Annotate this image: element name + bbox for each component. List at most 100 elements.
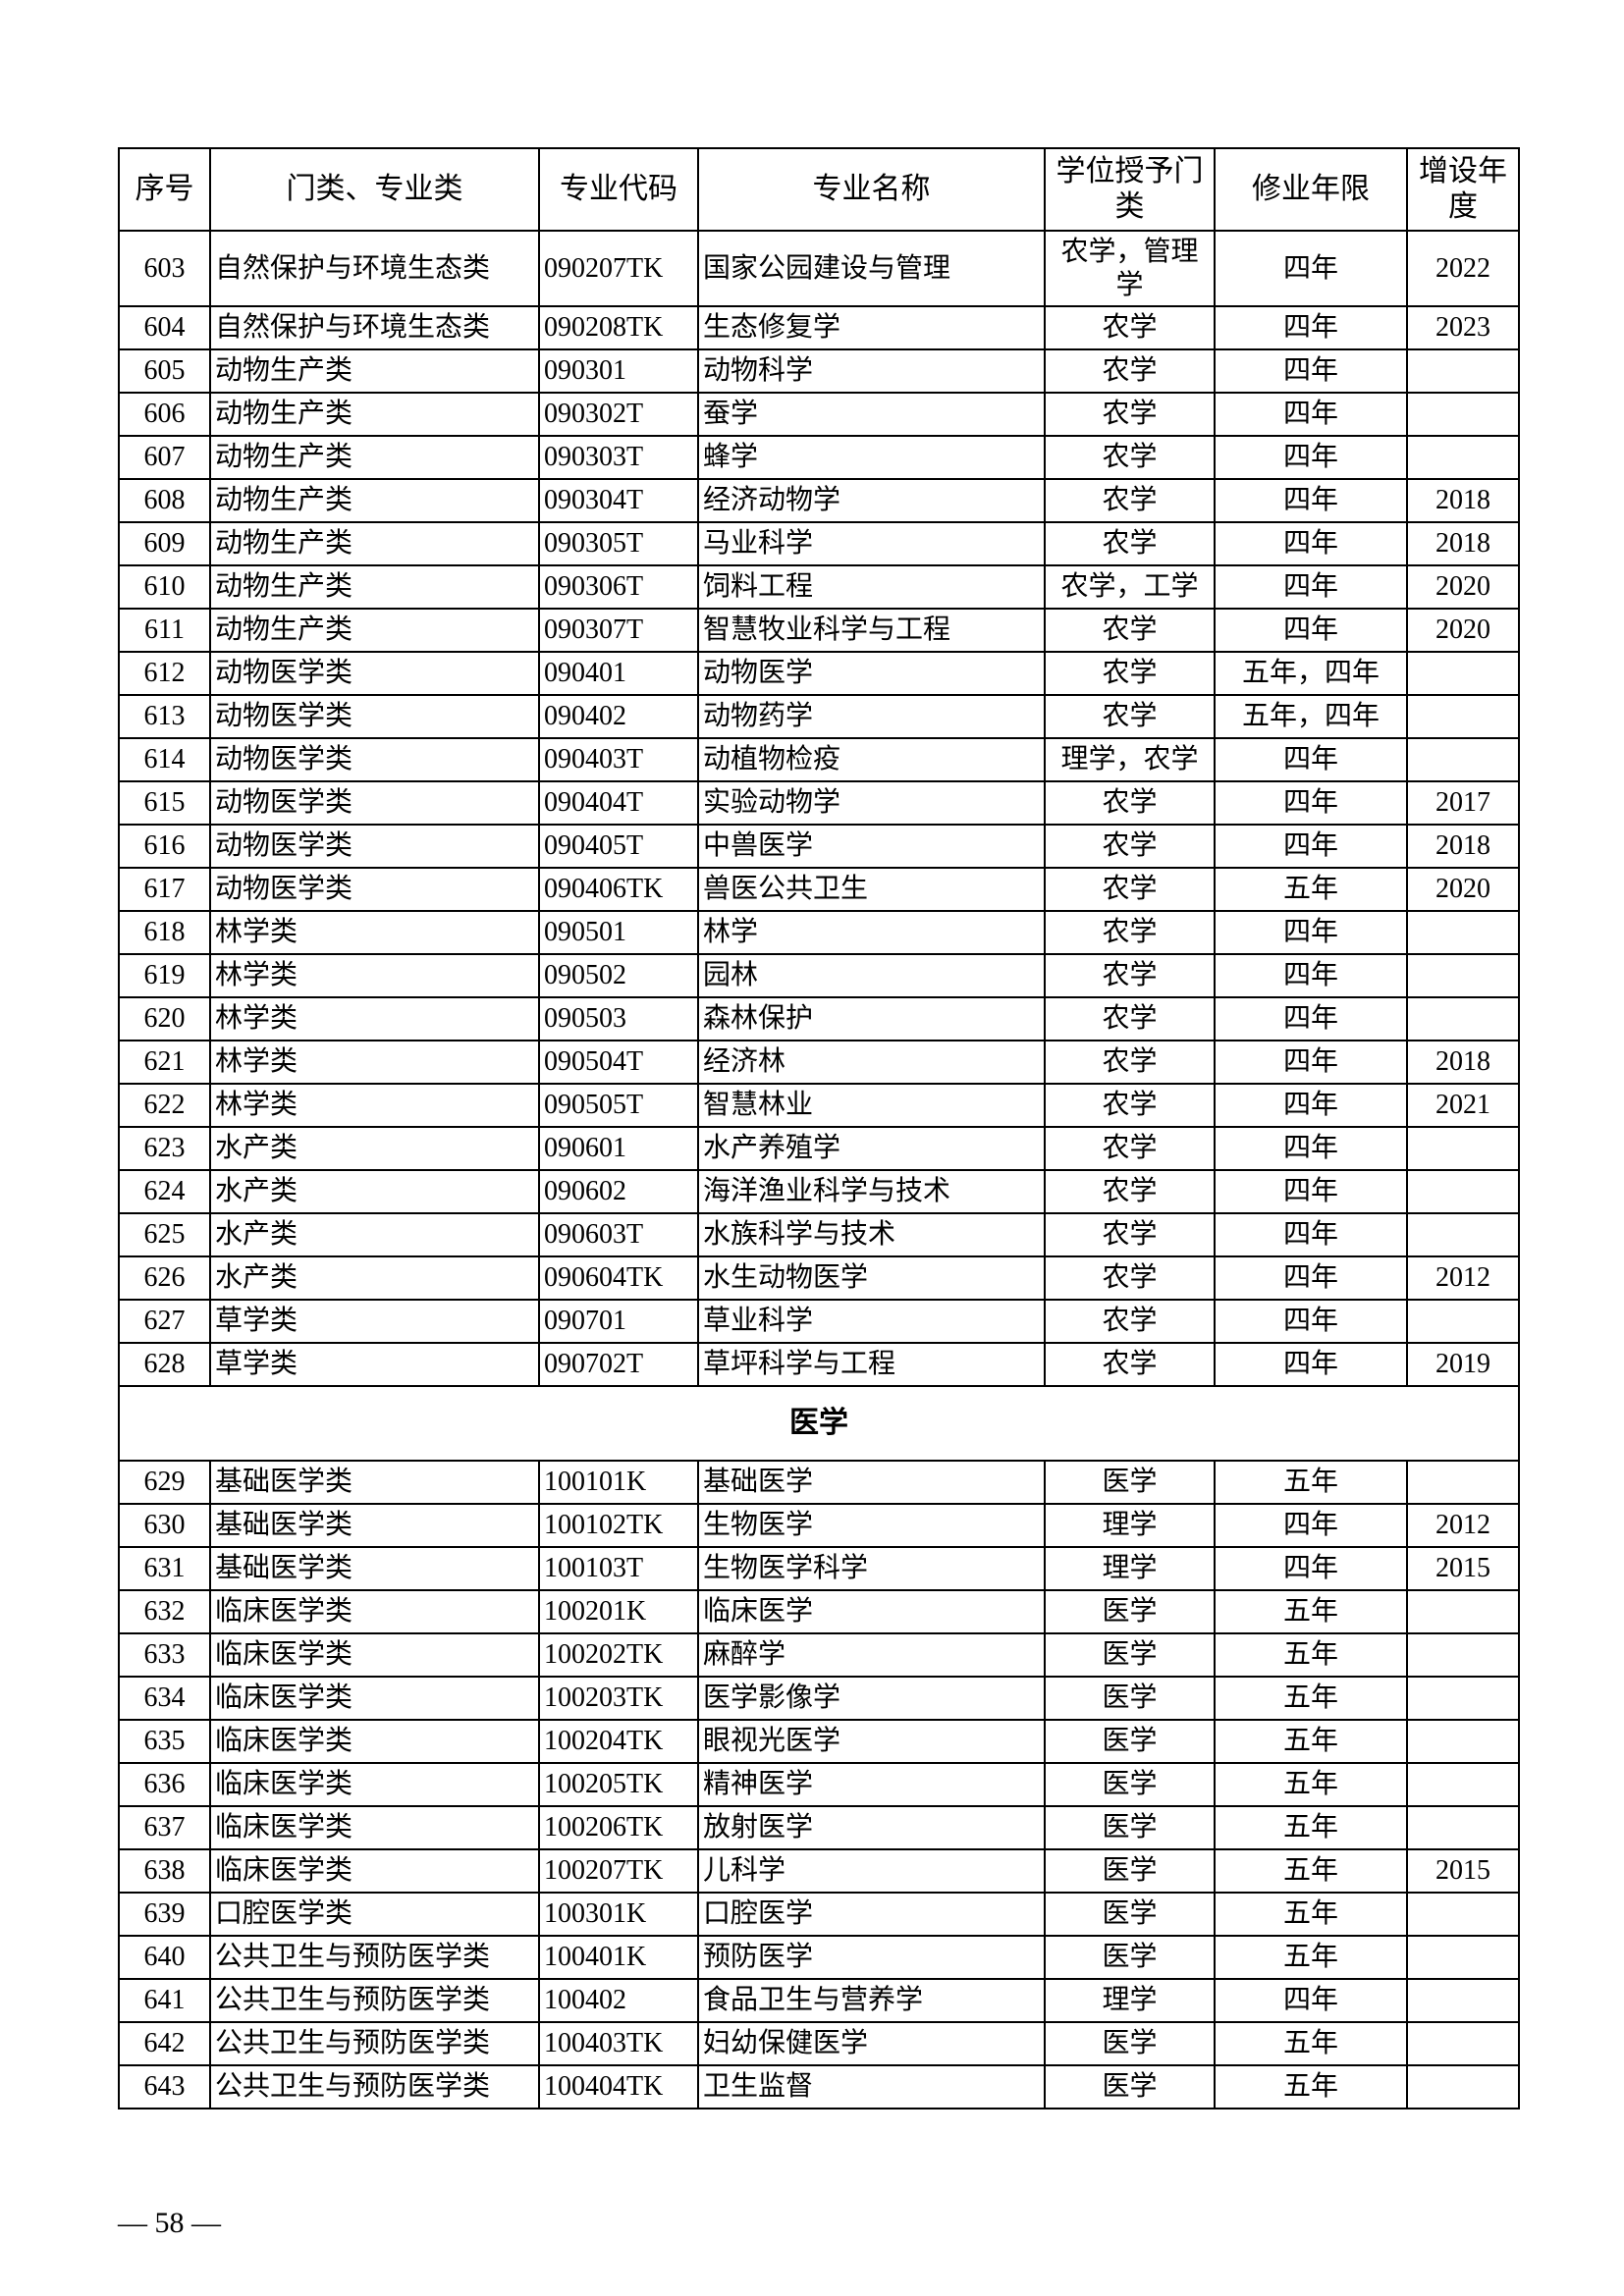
cell-name: 麻醉学 [697, 1632, 1046, 1678]
cell-category: 动物医学类 [209, 694, 540, 739]
cell-duration: 五年 [1214, 1762, 1408, 1807]
table-row: 614 动物医学类 090403T 动植物检疫 理学，农学 四年 [118, 737, 1520, 782]
cell-degree: 医学 [1044, 1719, 1216, 1764]
table-header-row: 序号 门类、专业类 专业代码 专业名称 学位授予门类 修业年限 增设年度 [118, 147, 1520, 232]
cell-degree: 医学 [1044, 1632, 1216, 1678]
cell-category: 口腔医学类 [209, 1892, 540, 1937]
cell-degree: 理学 [1044, 1978, 1216, 2023]
table-row: 608 动物生产类 090304T 经济动物学 农学 四年 2018 [118, 478, 1520, 523]
cell-degree: 医学 [1044, 1892, 1216, 1937]
cell-category: 林学类 [209, 1040, 540, 1085]
cell-index: 611 [118, 608, 211, 653]
cell-index: 605 [118, 348, 211, 394]
cell-year [1406, 1935, 1520, 1980]
cell-code: 100401K [538, 1935, 699, 1980]
cell-category: 基础医学类 [209, 1546, 540, 1591]
cell-category: 林学类 [209, 910, 540, 955]
header-code: 专业代码 [538, 147, 699, 232]
table-row: 611 动物生产类 090307T 智慧牧业科学与工程 农学 四年 2020 [118, 608, 1520, 653]
cell-year: 2017 [1406, 780, 1520, 826]
cell-category: 自然保护与环境生态类 [209, 305, 540, 350]
cell-index: 630 [118, 1503, 211, 1548]
cell-index: 626 [118, 1255, 211, 1301]
cell-index: 633 [118, 1632, 211, 1678]
cell-year: 2020 [1406, 867, 1520, 912]
cell-name: 草坪科学与工程 [697, 1342, 1046, 1387]
cell-index: 636 [118, 1762, 211, 1807]
cell-duration: 四年 [1214, 1342, 1408, 1387]
cell-year: 2012 [1406, 1503, 1520, 1548]
cell-code: 100207TK [538, 1848, 699, 1894]
cell-duration: 四年 [1214, 1212, 1408, 1257]
table-row: 612 动物医学类 090401 动物医学 农学 五年，四年 [118, 651, 1520, 696]
cell-index: 639 [118, 1892, 211, 1937]
cell-duration: 四年 [1214, 824, 1408, 869]
cell-name: 食品卫生与营养学 [697, 1978, 1046, 2023]
table-row: 606 动物生产类 090302T 蚕学 农学 四年 [118, 392, 1520, 437]
cell-name: 森林保护 [697, 996, 1046, 1041]
table-row: 623 水产类 090601 水产养殖学 农学 四年 [118, 1126, 1520, 1171]
cell-duration: 五年 [1214, 867, 1408, 912]
cell-year: 2021 [1406, 1083, 1520, 1128]
cell-duration: 五年 [1214, 1632, 1408, 1678]
cell-name: 蚕学 [697, 392, 1046, 437]
cell-name: 妇幼保健医学 [697, 2021, 1046, 2066]
cell-year [1406, 953, 1520, 998]
cell-duration: 五年 [1214, 1460, 1408, 1505]
cell-name: 预防医学 [697, 1935, 1046, 1980]
cell-category: 自然保护与环境生态类 [209, 230, 540, 307]
cell-degree: 医学 [1044, 1589, 1216, 1634]
table-row: 638 临床医学类 100207TK 儿科学 医学 五年 2015 [118, 1848, 1520, 1894]
cell-degree: 农学 [1044, 392, 1216, 437]
cell-name: 卫生监督 [697, 2064, 1046, 2109]
cell-category: 动物医学类 [209, 737, 540, 782]
table-row: 621 林学类 090504T 经济林 农学 四年 2018 [118, 1040, 1520, 1085]
cell-year: 2015 [1406, 1848, 1520, 1894]
cell-code: 090306T [538, 564, 699, 610]
cell-duration: 五年 [1214, 1892, 1408, 1937]
cell-duration: 四年 [1214, 910, 1408, 955]
cell-category: 动物生产类 [209, 435, 540, 480]
cell-code: 090401 [538, 651, 699, 696]
cell-name: 基础医学 [697, 1460, 1046, 1505]
cell-year: 2019 [1406, 1342, 1520, 1387]
cell-code: 100403TK [538, 2021, 699, 2066]
table-row: 627 草学类 090701 草业科学 农学 四年 [118, 1299, 1520, 1344]
cell-duration: 五年 [1214, 2021, 1408, 2066]
cell-degree: 理学 [1044, 1546, 1216, 1591]
cell-category: 临床医学类 [209, 1676, 540, 1721]
cell-category: 公共卫生与预防医学类 [209, 2021, 540, 2066]
cell-code: 090406TK [538, 867, 699, 912]
cell-category: 动物医学类 [209, 824, 540, 869]
cell-year [1406, 1299, 1520, 1344]
cell-category: 临床医学类 [209, 1632, 540, 1678]
cell-index: 612 [118, 651, 211, 696]
cell-duration: 五年 [1214, 2064, 1408, 2109]
table-row: 642 公共卫生与预防医学类 100403TK 妇幼保健医学 医学 五年 [118, 2021, 1520, 2066]
cell-code: 090504T [538, 1040, 699, 1085]
cell-duration: 四年 [1214, 953, 1408, 998]
cell-degree: 医学 [1044, 2064, 1216, 2109]
cell-year [1406, 1126, 1520, 1171]
cell-name: 动物科学 [697, 348, 1046, 394]
cell-code: 100201K [538, 1589, 699, 1634]
cell-index: 643 [118, 2064, 211, 2109]
cell-code: 090403T [538, 737, 699, 782]
majors-table: 序号 门类、专业类 专业代码 专业名称 学位授予门类 修业年限 增设年度 603… [118, 147, 1520, 2109]
page-number: — 58 — [118, 2207, 221, 2239]
cell-index: 620 [118, 996, 211, 1041]
cell-year [1406, 1632, 1520, 1678]
table-row: 618 林学类 090501 林学 农学 四年 [118, 910, 1520, 955]
cell-name: 中兽医学 [697, 824, 1046, 869]
cell-category: 草学类 [209, 1342, 540, 1387]
cell-degree: 农学 [1044, 478, 1216, 523]
cell-index: 628 [118, 1342, 211, 1387]
table-row: 609 动物生产类 090305T 马业科学 农学 四年 2018 [118, 521, 1520, 566]
cell-duration: 五年 [1214, 1719, 1408, 1764]
header-index: 序号 [118, 147, 211, 232]
cell-duration: 四年 [1214, 1546, 1408, 1591]
cell-degree: 农学，管理学 [1044, 230, 1216, 307]
cell-duration: 四年 [1214, 392, 1408, 437]
cell-duration: 四年 [1214, 780, 1408, 826]
table-row: 628 草学类 090702T 草坪科学与工程 农学 四年 2019 [118, 1342, 1520, 1387]
